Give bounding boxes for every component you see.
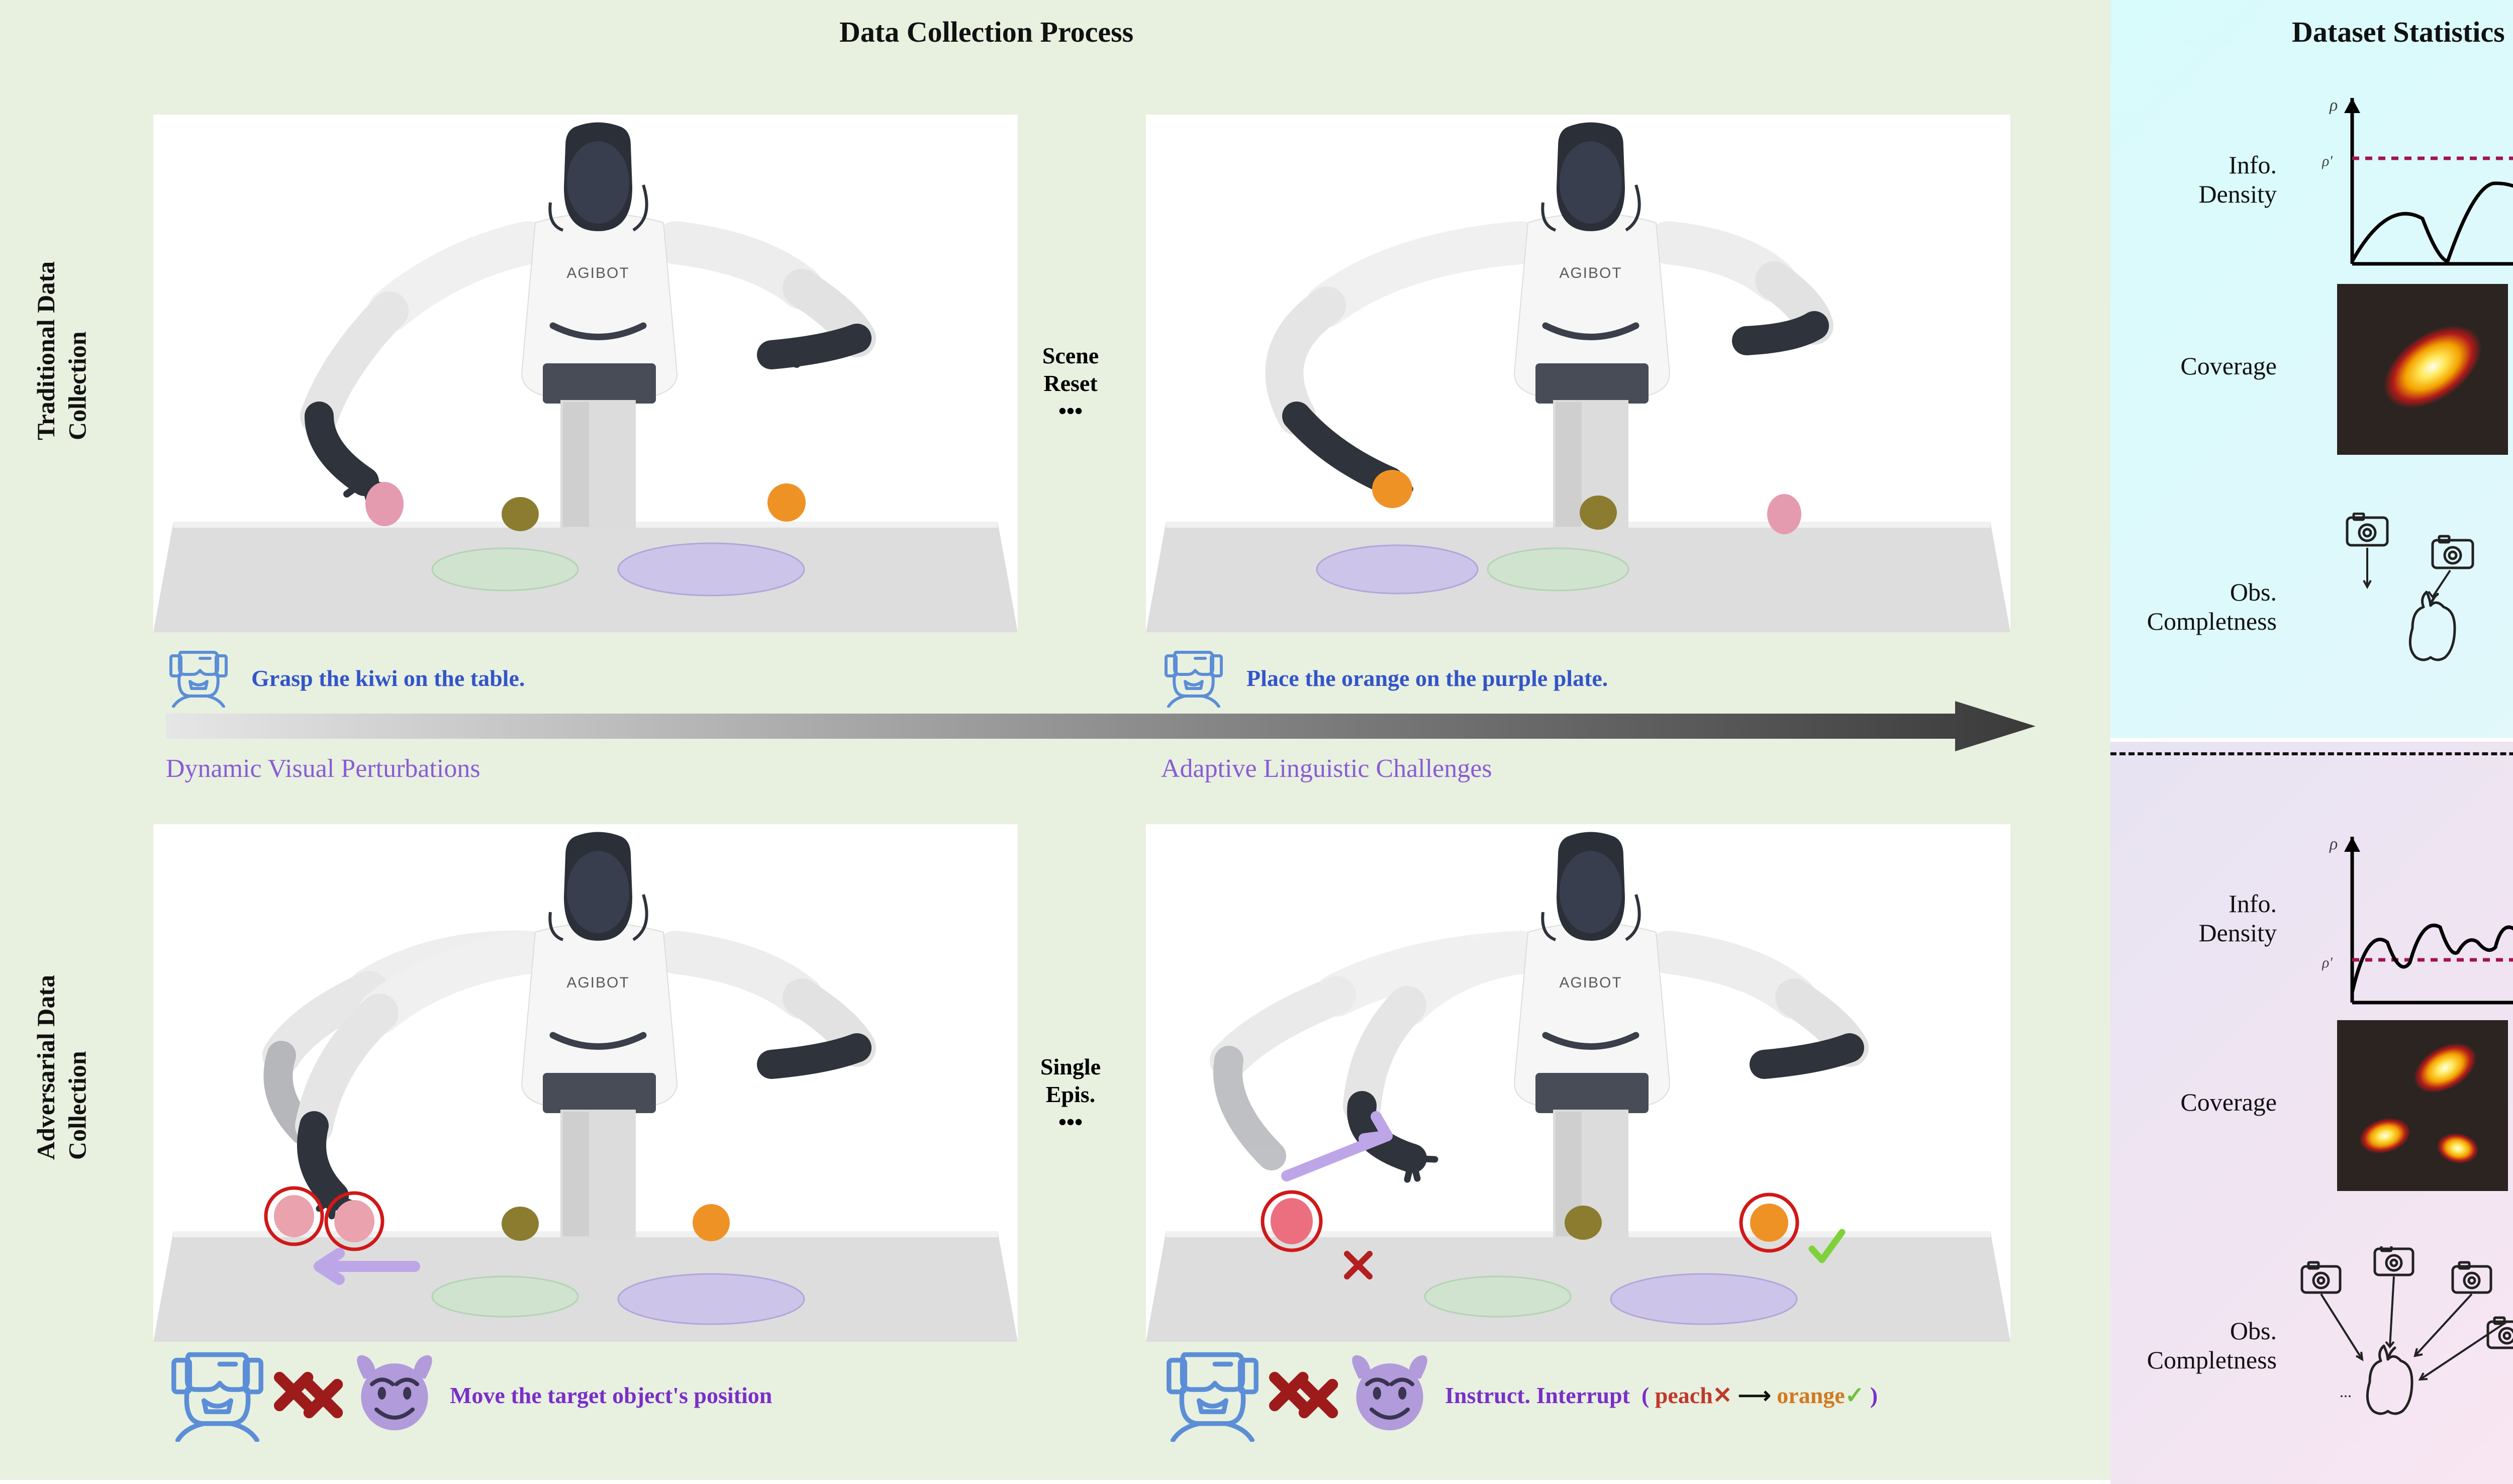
svg-text:AGIBOT: AGIBOT <box>1559 265 1622 281</box>
svg-text:AGIBOT: AGIBOT <box>1559 974 1622 991</box>
svg-text:ρ: ρ <box>2329 835 2338 853</box>
svg-text:...: ... <box>2340 1382 2352 1401</box>
svg-text:AGIBOT: AGIBOT <box>566 265 629 281</box>
svg-text:ρ': ρ' <box>2322 954 2333 971</box>
svg-text:ρ': ρ' <box>2322 153 2333 169</box>
svg-text:ρ: ρ <box>2329 96 2338 115</box>
svg-text:AGIBOT: AGIBOT <box>566 974 629 991</box>
